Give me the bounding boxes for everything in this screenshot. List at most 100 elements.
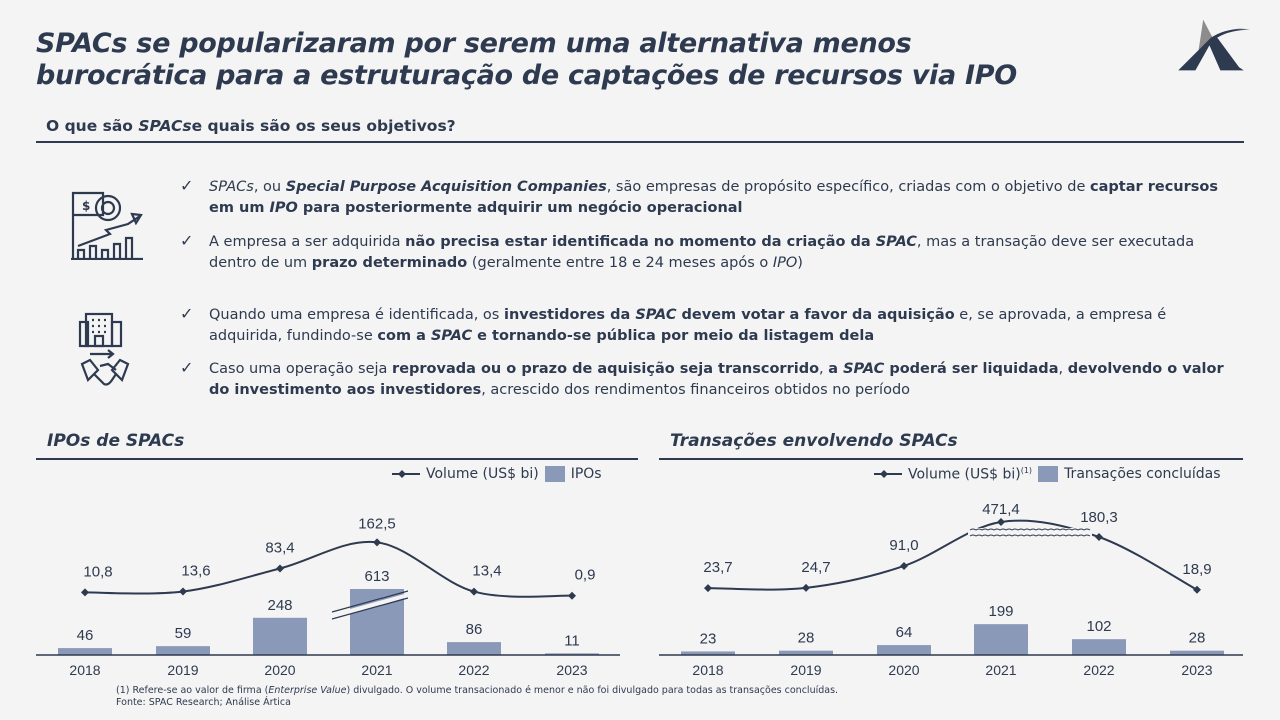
bar — [253, 617, 307, 655]
bullet-text: devem votar a favor da aquisição — [676, 307, 955, 323]
x-tick-label: 2019 — [167, 662, 198, 678]
checkmark-icon: ✓ — [180, 358, 194, 377]
bar — [877, 645, 931, 655]
line-label: 24,7 — [801, 559, 830, 576]
line-point — [81, 588, 89, 597]
bullet-text: poderá ser liquidada — [884, 361, 1059, 377]
divider — [36, 141, 1244, 143]
line-label: 91,0 — [889, 537, 918, 554]
bar-label: 102 — [1086, 618, 1111, 635]
bullet-1: ✓ SPACs, ou Special Purpose Acquisition C… — [180, 176, 1230, 219]
page-title: SPACs se popularizaram por serem uma alt… — [36, 28, 1017, 92]
title-line-1: SPACs se popularizaram por serem uma alt… — [36, 28, 912, 59]
bullet-text: IPO — [269, 200, 298, 216]
bullet-text: não precisa estar identificada no moment… — [405, 234, 876, 250]
building-handshake-icon — [78, 312, 130, 386]
bullet-text: com a — [377, 328, 431, 344]
bar — [681, 651, 735, 655]
line-label: 23,7 — [703, 559, 732, 576]
bar-label: 613 — [364, 568, 389, 585]
line-label: 180,3 — [1080, 509, 1118, 526]
legend-transacoes: Volume (US$ bi)(1) Transações concluídas — [874, 466, 1221, 483]
bullet-text: , ou — [253, 179, 286, 195]
bar — [447, 642, 501, 655]
checkmark-icon: ✓ — [180, 231, 194, 250]
bullet-text: , acrescido dos rendimentos financeiros … — [481, 382, 911, 398]
bar-label: 248 — [267, 597, 292, 614]
x-tick-label: 2023 — [556, 662, 587, 678]
source: Fonte: SPAC Research; Análise Ártica — [116, 697, 291, 708]
bar-label: 59 — [175, 625, 192, 642]
bullet-text: ) — [797, 255, 803, 271]
legend-label: Volume (US$ bi) — [426, 466, 539, 482]
line-marker-icon — [392, 470, 420, 478]
bullet-text: e, se aprovada, a empresa é adquirida, f… — [209, 307, 1167, 344]
line-label: 0,9 — [575, 567, 596, 584]
bar — [1170, 650, 1224, 655]
bullet-text: Caso uma operação seja — [209, 361, 393, 377]
chart-title-ipos: IPOs de SPACs — [47, 431, 185, 451]
bullet-text: (geralmente entre 18 e 24 meses após o — [467, 255, 773, 271]
bar-label: 199 — [988, 603, 1013, 620]
bullet-text: A empresa a ser adquirida — [209, 234, 406, 250]
bullet-3: ✓ Quando uma empresa é identificada, os i… — [180, 304, 1230, 347]
bar-label: 11 — [564, 632, 580, 649]
x-tick-label: 2018 — [69, 662, 100, 678]
bullet-text: para posteriormente adquirir um negócio … — [297, 200, 743, 216]
line-label: 13,6 — [181, 563, 210, 580]
line-point — [179, 587, 187, 596]
bar-label: 46 — [77, 627, 94, 644]
axis-break-bar-2021 — [331, 590, 409, 620]
line-point — [470, 587, 478, 596]
bar — [1072, 639, 1126, 655]
bullet-text: Quando uma empresa é identificada, os — [209, 307, 504, 323]
bullet-text: reprovada ou o prazo de aquisição seja t… — [392, 361, 820, 377]
bullet-text: SPAC — [875, 234, 917, 250]
legend-label: IPOs — [570, 466, 602, 482]
x-tick-label: 2018 — [692, 662, 723, 678]
artica-logo — [1178, 19, 1250, 71]
bar-label: 86 — [466, 621, 483, 638]
legend-label: Transações concluídas — [1064, 466, 1221, 483]
line-label: 18,9 — [1182, 561, 1211, 578]
line-point — [900, 561, 908, 570]
line-marker-icon — [874, 470, 902, 479]
line-label: 10,8 — [83, 563, 112, 580]
footnote: (1) Refere-se ao valor de firma (Enterpr… — [116, 685, 839, 708]
line-point — [1095, 533, 1103, 541]
line-label: 13,4 — [472, 563, 501, 580]
bar-label: 23 — [700, 630, 717, 647]
divider — [36, 458, 638, 460]
bar — [156, 646, 210, 655]
x-tick-label: 2022 — [458, 662, 489, 678]
x-tick-label: 2021 — [985, 662, 1016, 678]
bullet-text: Special Purpose Acquisition Companies — [285, 179, 607, 195]
bullet-2: ✓ A empresa a ser adquirida não precisa e… — [180, 231, 1230, 274]
line-point — [802, 583, 810, 592]
bullet-text: devolvendo o valor do investimento aos i… — [209, 361, 1224, 398]
line-point — [568, 591, 576, 600]
volume-line — [84, 540, 573, 598]
bar-swatch — [544, 466, 565, 482]
line-label: 83,4 — [265, 539, 294, 556]
x-tick-label: 2020 — [888, 662, 919, 678]
line-point — [1193, 585, 1201, 594]
line-point — [704, 584, 712, 593]
bullet-text: , são empresas de propósito específico, … — [606, 179, 1091, 195]
bullet-text: e tornando-se pública por meio da listag… — [472, 328, 875, 344]
line-point — [373, 538, 381, 547]
bullet-text: SPAC — [843, 361, 885, 377]
line-point — [276, 564, 284, 573]
bullet-text: investidores da — [503, 307, 636, 323]
bar — [545, 653, 599, 655]
checkmark-icon: ✓ — [180, 304, 194, 323]
bar-label: 28 — [798, 630, 815, 647]
bullet-text: , — [1058, 361, 1068, 377]
bullet-text: prazo determinado — [311, 255, 468, 271]
x-tick-label: 2020 — [264, 662, 295, 678]
volume-line — [707, 519, 1198, 591]
line-point — [997, 518, 1005, 526]
legend-ipos: Volume (US$ bi) IPOs — [392, 466, 602, 482]
line-label: 162,5 — [358, 515, 396, 532]
